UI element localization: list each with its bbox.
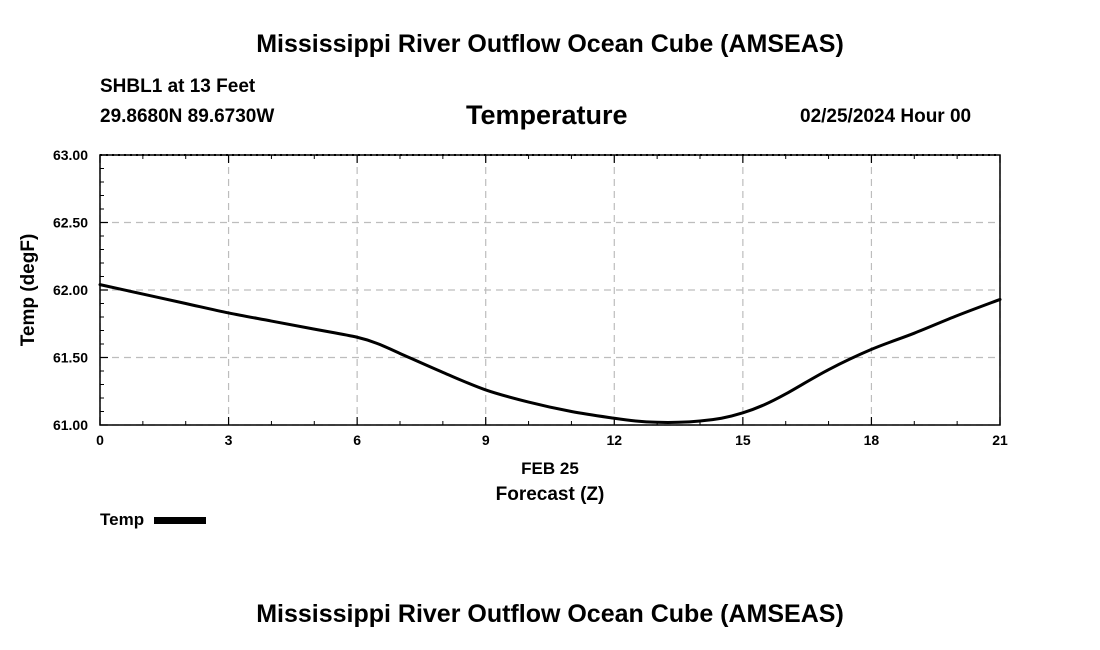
x-axis-label: Forecast (Z) — [496, 484, 605, 505]
chart-subtitle: Temperature — [466, 100, 628, 130]
grid-lines — [99, 154, 1001, 426]
legend-label-temp: Temp — [100, 510, 145, 529]
x-tick-label: 3 — [225, 432, 233, 448]
x-tick-label: 21 — [992, 432, 1008, 448]
x-tick-label: 12 — [606, 432, 622, 448]
chart-main-title: Mississippi River Outflow Ocean Cube (AM… — [256, 30, 844, 58]
coordinates-label: 29.8680N 89.6730W — [100, 106, 275, 127]
y-tick-label: 63.00 — [53, 147, 88, 163]
x-tick-label: 18 — [864, 432, 880, 448]
x-tick-label: 0 — [96, 432, 104, 448]
legend-swatch-temp — [154, 516, 207, 524]
forecast-datetime: 02/25/2024 Hour 00 — [800, 106, 972, 127]
footer-title: Mississippi River Outflow Ocean Cube (AM… — [256, 600, 844, 628]
x-tick-label: 6 — [353, 432, 361, 448]
station-label: SHBL1 at 13 Feet — [100, 76, 256, 97]
x-axis-date-label: FEB 25 — [521, 459, 579, 478]
y-tick-label: 61.00 — [53, 417, 88, 433]
x-tick-label: 9 — [482, 432, 490, 448]
y-tick-label: 61.50 — [53, 350, 88, 366]
tick-labels: 0 3 6 9 12 15 18 21 61.00 61.50 62.00 62.50 63.00 — [53, 147, 1008, 448]
y-axis-label: Temp (degF) — [18, 234, 39, 347]
x-tick-label: 15 — [735, 432, 751, 448]
legend: Temp — [100, 510, 207, 530]
y-tick-label: 62.50 — [53, 215, 88, 231]
y-tick-label: 62.00 — [53, 282, 88, 298]
series-line-temp — [98, 283, 1002, 424]
plot-frame — [99, 154, 1001, 426]
